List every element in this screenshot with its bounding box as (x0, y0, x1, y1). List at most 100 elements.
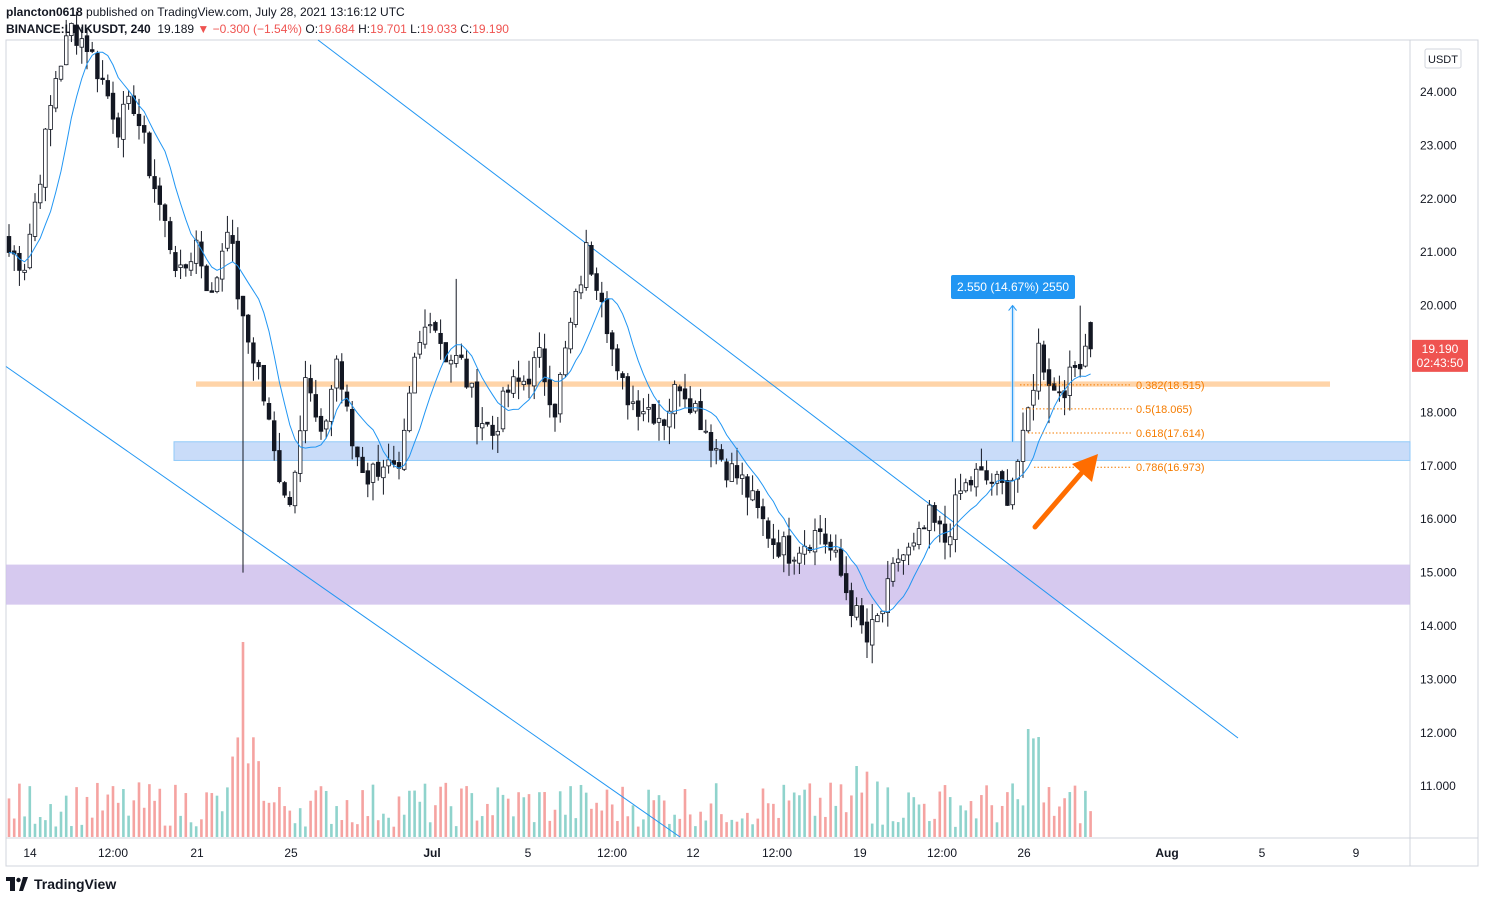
candle (131, 95, 136, 115)
y-tick-label: 22.000 (1420, 192, 1457, 206)
candle (812, 530, 818, 553)
candle (500, 390, 506, 430)
candle (745, 476, 750, 498)
candle (786, 535, 792, 564)
candle (407, 392, 412, 432)
upper-trend-line (317, 39, 1239, 739)
candle (662, 419, 667, 426)
candle (750, 490, 755, 501)
volume-bar (1006, 792, 1009, 837)
candle (427, 324, 433, 327)
candle (58, 65, 64, 80)
candle (53, 78, 58, 109)
volume-bar (1058, 806, 1061, 837)
y-tick-label: 12.000 (1420, 726, 1457, 740)
candle (797, 552, 802, 564)
y-tick-label: 15.000 (1420, 566, 1457, 580)
candle (948, 536, 953, 546)
candle (573, 290, 578, 325)
candle (698, 401, 703, 431)
candle (916, 528, 922, 545)
candle (547, 379, 552, 406)
volume-bar (631, 805, 635, 837)
candle (349, 409, 355, 447)
candle (69, 22, 74, 36)
volume-bar (215, 795, 219, 837)
candle (1031, 389, 1036, 406)
volume-bar (231, 756, 234, 837)
measure-arrow-icon (1008, 304, 1017, 311)
x-tick-label: 12:00 (927, 846, 957, 860)
volume-bar (798, 795, 801, 837)
price-chart[interactable]: 2.550 (14.67%) 2550 0.382(18.515) 0.5(18.0… (0, 0, 1485, 870)
close-label: C: (460, 22, 473, 36)
candle (953, 494, 958, 541)
candle (43, 128, 48, 188)
volume-bar (943, 785, 947, 837)
candle (245, 314, 251, 343)
volume-bar (85, 796, 89, 837)
author-name[interactable]: plancton0618 (6, 5, 83, 19)
volume-bar (912, 797, 916, 837)
fib-label: 0.618(17.614) (1136, 428, 1205, 440)
candle (708, 432, 714, 451)
candle (214, 277, 220, 293)
volume-bar (647, 789, 650, 837)
candle (95, 52, 100, 80)
volume-bar (142, 807, 146, 837)
volume-bar (860, 792, 864, 837)
volume-bar (283, 806, 286, 837)
volume-bar (278, 786, 281, 837)
volume-bar (371, 784, 375, 837)
tradingview-logo-icon (6, 877, 28, 891)
candle (443, 342, 448, 363)
volume-bar (969, 801, 973, 837)
volume-bar (480, 816, 484, 837)
candle (261, 364, 266, 402)
volume-bar (818, 797, 822, 837)
candle (277, 450, 282, 483)
volume-bar (423, 783, 427, 837)
volume-bar (460, 788, 463, 837)
candle (870, 619, 875, 646)
candle (126, 95, 131, 104)
candle (989, 481, 994, 484)
volume-bar (179, 815, 182, 837)
volume-bar (595, 802, 598, 837)
candle (724, 461, 729, 481)
candle (906, 546, 911, 556)
candle (178, 264, 183, 268)
volume-bar (512, 816, 515, 837)
volume-bar (694, 826, 697, 837)
candle (209, 290, 214, 293)
volume-bar (194, 826, 198, 837)
candle (339, 361, 344, 390)
volume-bar (735, 821, 739, 837)
candle (896, 558, 901, 563)
volume-bar (272, 802, 276, 837)
volume-bar (829, 782, 832, 837)
volume-bars (7, 642, 1092, 837)
candle (734, 465, 740, 479)
volume-bar (782, 784, 786, 837)
candle (771, 538, 776, 546)
volume-bar (824, 816, 827, 837)
candle (781, 536, 786, 556)
volume-bar (153, 800, 156, 837)
volume-bar (324, 790, 328, 837)
volume-bar (720, 814, 723, 837)
volume-bar (683, 789, 687, 837)
volume-bar (621, 786, 624, 837)
candle (792, 559, 797, 562)
volume-bar (111, 786, 115, 837)
candle (729, 463, 734, 482)
volume-bar (506, 798, 510, 837)
volume-bar (376, 820, 380, 837)
candle (932, 505, 937, 523)
candle (615, 348, 620, 372)
candle (495, 430, 500, 436)
volume-bar (106, 794, 110, 837)
candle (1046, 369, 1052, 386)
candle (188, 261, 194, 271)
volume-bar (1000, 805, 1004, 837)
